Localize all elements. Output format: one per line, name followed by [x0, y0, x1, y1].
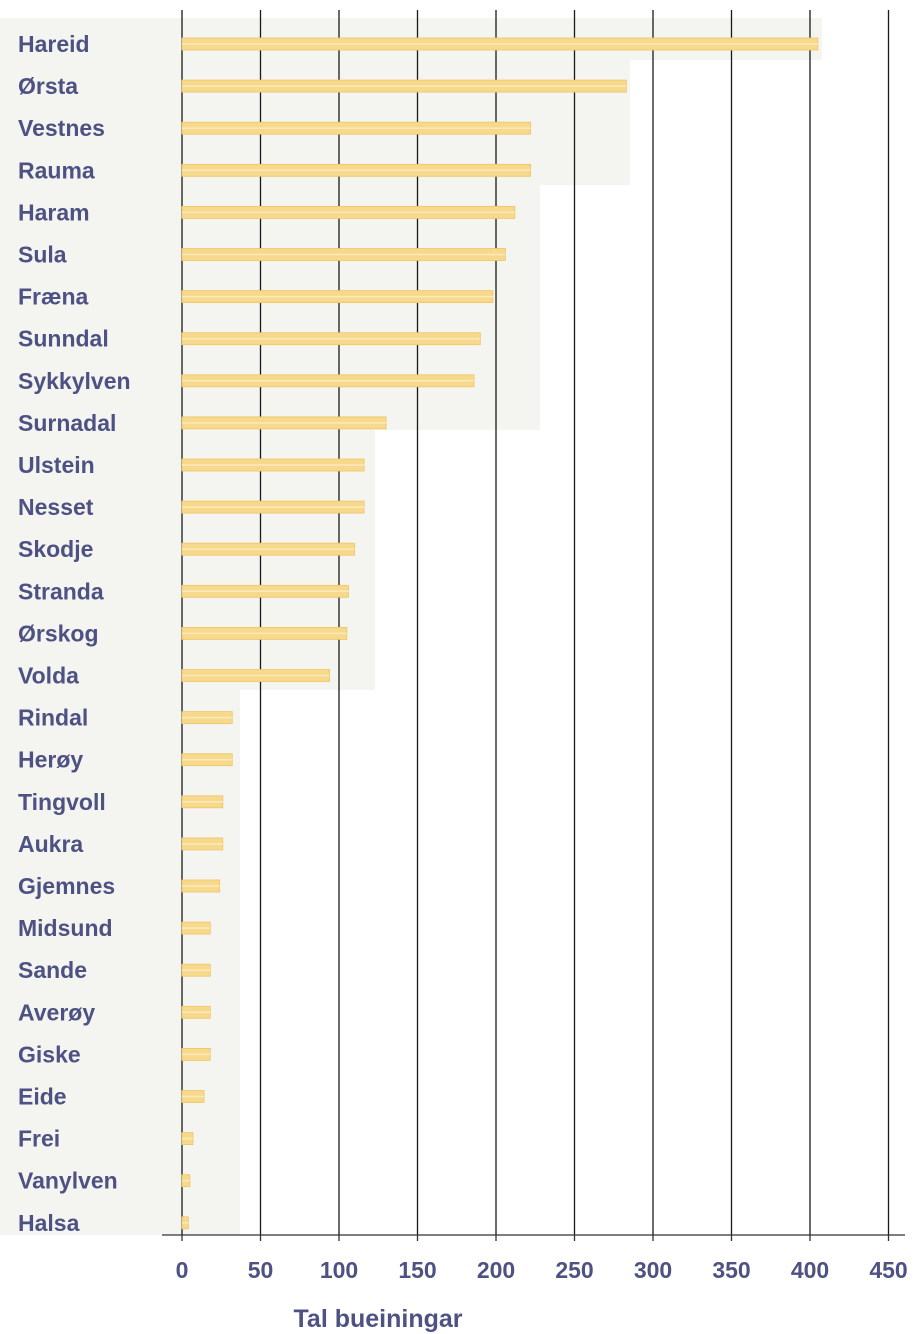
category-label: Vanylven	[18, 1168, 118, 1194]
x-tick-label: 250	[555, 1257, 593, 1283]
category-label: Stranda	[18, 578, 104, 604]
category-label: Haram	[18, 199, 90, 225]
category-labels: Hareid Ørsta Vestnes Rauma Haram Sula Fræna Sun…	[18, 31, 131, 1236]
category-label: Rindal	[18, 705, 88, 731]
category-label: Eide	[18, 1084, 67, 1110]
x-tick-label: 350	[712, 1257, 750, 1283]
band-lower	[0, 430, 375, 690]
category-label: Midsund	[18, 915, 113, 941]
category-label: Aukra	[18, 831, 83, 857]
category-label: Vestnes	[18, 115, 105, 141]
category-label: Ulstein	[18, 452, 95, 478]
category-label: Frei	[18, 1126, 60, 1152]
category-label: Volda	[18, 663, 79, 689]
x-tick-label: 0	[176, 1257, 189, 1283]
x-tick-label: 300	[634, 1257, 672, 1283]
category-label: Tingvoll	[18, 789, 106, 815]
bars	[181, 37, 819, 1230]
x-tick-label: 150	[398, 1257, 436, 1283]
category-label: Giske	[18, 1041, 81, 1067]
category-label: Nesset	[18, 494, 94, 520]
background-bands	[0, 18, 822, 1235]
category-label: Ørsta	[18, 73, 78, 99]
category-label: Skodje	[18, 536, 93, 562]
x-tick-label: 200	[477, 1257, 515, 1283]
category-label: Sykkylven	[18, 368, 131, 394]
category-label: Hareid	[18, 31, 90, 57]
category-label: Sande	[18, 957, 87, 983]
category-label: Herøy	[18, 747, 83, 773]
band-bottom	[0, 690, 240, 1235]
x-tick-label: 400	[791, 1257, 829, 1283]
category-label: Rauma	[18, 157, 95, 183]
x-axis-title: Tal bueiningar	[294, 1305, 463, 1333]
x-tick-label: 50	[248, 1257, 274, 1283]
category-label: Ørskog	[18, 620, 99, 646]
category-label: Surnadal	[18, 410, 116, 436]
category-label: Sunndal	[18, 326, 109, 352]
category-label: Gjemnes	[18, 873, 115, 899]
x-axis: 0 50 100 150 200 250 300 350 400 450	[162, 1234, 908, 1283]
x-tick-label: 100	[320, 1257, 358, 1283]
x-tick-label: 450	[869, 1257, 907, 1283]
band-middle	[0, 185, 540, 430]
category-label: Halsa	[18, 1210, 80, 1236]
category-label: Sula	[18, 242, 67, 268]
category-label: Fræna	[18, 284, 89, 310]
category-label: Averøy	[18, 999, 95, 1025]
